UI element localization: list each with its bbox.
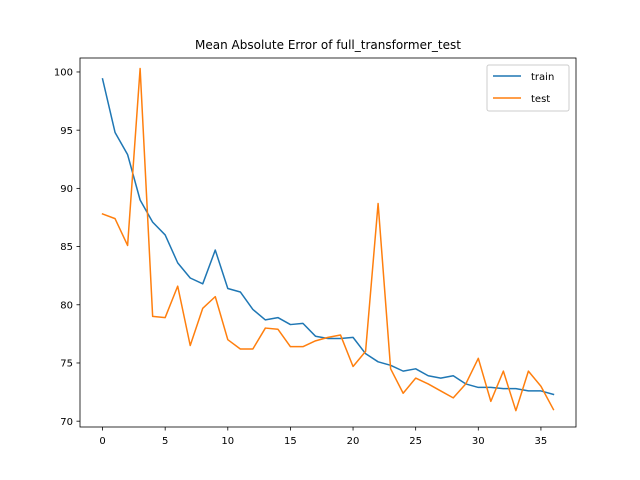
axes-frame [79,57,577,428]
y-tick-label: 75 [60,359,73,370]
y-tick-label: 95 [60,126,73,137]
y-tick-label: 70 [60,417,73,428]
x-tick-label: 0 [99,436,105,447]
y-tick-label: 85 [60,242,73,253]
x-tick-label: 20 [347,436,360,447]
x-tick-label: 30 [472,436,485,447]
x-tick-label: 25 [409,436,422,447]
x-tick-label: 5 [162,436,168,447]
y-tick-label: 80 [60,300,73,311]
legend-label-test: test [531,94,550,105]
y-tick-label: 90 [60,184,73,195]
chart-title: Mean Absolute Error of full_transformer_… [195,38,461,52]
series-line-train [101,78,555,396]
legend-box [486,64,570,112]
series-line-test [101,67,555,412]
x-tick-label: 35 [535,436,548,447]
x-tick-label: 10 [221,436,234,447]
y-tick-label: 100 [54,68,73,79]
legend-label-train: train [531,72,554,83]
x-tick-label: 15 [284,436,297,447]
plot-area: 0 5 10 15 20 25 30 35 70 75 80 85 90 95 100 train test [54,57,577,447]
